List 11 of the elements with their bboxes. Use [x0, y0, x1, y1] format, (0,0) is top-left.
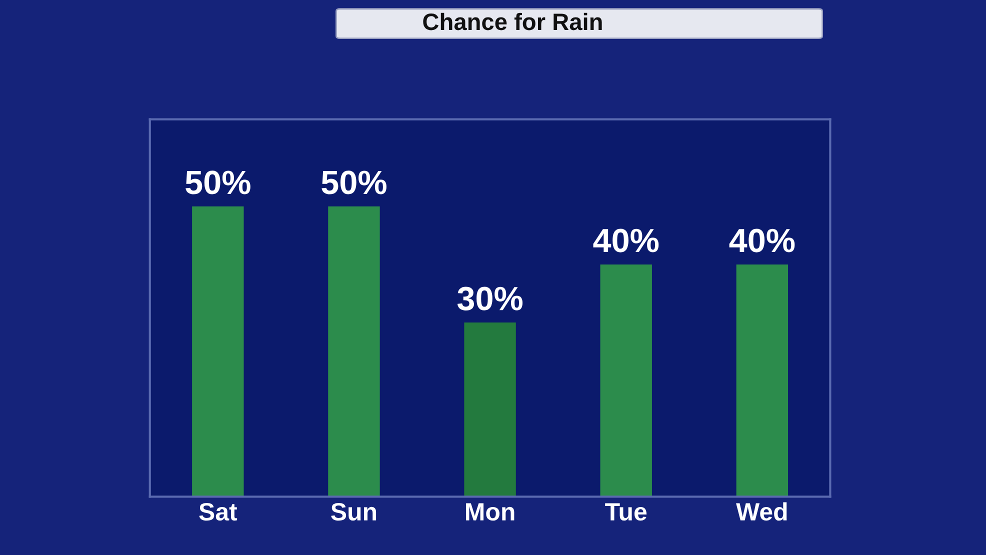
x-tick-label: Wed: [736, 502, 787, 521]
x-tick-label: Sat: [199, 502, 238, 521]
x-tick-label: Sun: [331, 502, 376, 521]
x-tick-label: Tue: [605, 503, 647, 521]
chart-title: Chance for Rain: [423, 12, 602, 30]
x-tick-label: Mon: [466, 503, 514, 521]
data-label: 40%: [593, 228, 659, 252]
data-label: 40%: [729, 228, 795, 252]
data-label: 50%: [186, 170, 250, 194]
data-label: 50%: [322, 170, 386, 194]
data-label: 30%: [457, 286, 523, 310]
